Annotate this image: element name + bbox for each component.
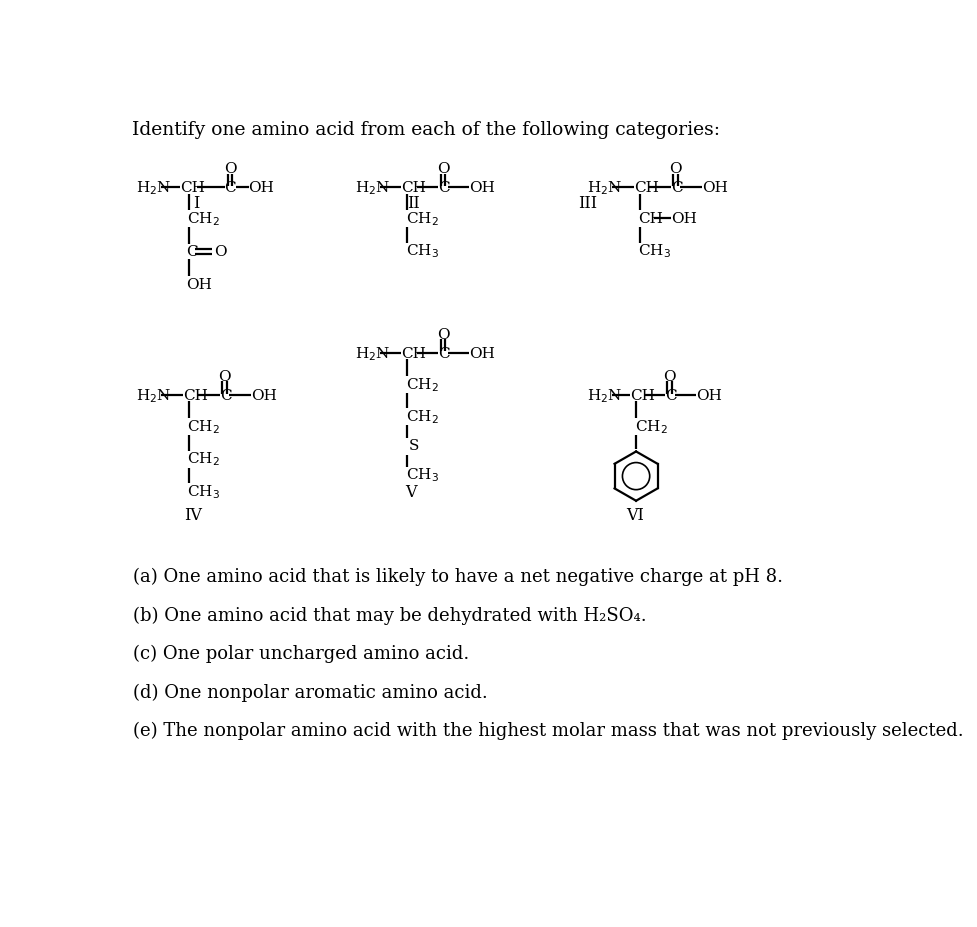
Text: H$_2$N: H$_2$N	[586, 387, 622, 405]
Text: OH: OH	[701, 181, 727, 196]
Text: OH: OH	[469, 347, 494, 361]
Text: OH: OH	[251, 388, 276, 403]
Text: OH: OH	[248, 181, 275, 196]
Text: CH: CH	[633, 181, 658, 196]
Text: CH$_2$: CH$_2$	[405, 375, 439, 393]
Text: O: O	[218, 370, 231, 384]
Text: Identify one amino acid from each of the following categories:: Identify one amino acid from each of the…	[132, 121, 719, 138]
Text: H$_2$N: H$_2$N	[136, 179, 171, 197]
Text: IV: IV	[184, 506, 202, 524]
Text: C: C	[670, 181, 682, 196]
Text: OH: OH	[695, 388, 721, 403]
Text: CH: CH	[638, 212, 662, 226]
Text: C: C	[220, 388, 232, 403]
Text: CH: CH	[629, 388, 654, 403]
Text: VI: VI	[625, 506, 643, 524]
Text: CH$_2$: CH$_2$	[188, 451, 220, 468]
Text: OH: OH	[469, 181, 494, 196]
Text: CH$_3$: CH$_3$	[405, 466, 439, 484]
Text: OH: OH	[186, 277, 211, 291]
Text: OH: OH	[670, 212, 697, 226]
Text: III: III	[577, 195, 597, 212]
Text: O: O	[662, 370, 675, 384]
Text: H$_2$N: H$_2$N	[355, 345, 390, 362]
Text: CH: CH	[183, 388, 207, 403]
Text: O: O	[437, 162, 449, 176]
Text: CH$_2$: CH$_2$	[405, 210, 439, 228]
Text: O: O	[224, 162, 236, 176]
Text: (e) The nonpolar amino acid with the highest molar mass that was not previously : (e) The nonpolar amino acid with the hig…	[133, 721, 962, 740]
Text: H$_2$N: H$_2$N	[586, 179, 622, 197]
Text: H$_2$N: H$_2$N	[355, 179, 390, 197]
Text: O: O	[437, 327, 449, 341]
Text: (d) One nonpolar aromatic amino acid.: (d) One nonpolar aromatic amino acid.	[133, 683, 488, 701]
Text: I: I	[193, 195, 199, 212]
Text: H$_2$N: H$_2$N	[136, 387, 171, 405]
Text: (c) One polar uncharged amino acid.: (c) One polar uncharged amino acid.	[133, 644, 469, 663]
Text: CH$_2$: CH$_2$	[188, 210, 220, 228]
Text: C: C	[664, 388, 676, 403]
Text: (a) One amino acid that is likely to have a net negative charge at pH 8.: (a) One amino acid that is likely to hav…	[133, 567, 783, 586]
Text: CH$_2$: CH$_2$	[188, 418, 220, 436]
Text: CH$_2$: CH$_2$	[634, 418, 666, 436]
Text: C: C	[438, 181, 449, 196]
Text: O: O	[214, 245, 227, 259]
Text: C: C	[438, 347, 449, 361]
Text: II: II	[407, 195, 420, 212]
Text: CH: CH	[180, 181, 205, 196]
Text: O: O	[668, 162, 681, 176]
Text: CH$_2$: CH$_2$	[405, 408, 439, 425]
Text: CH$_3$: CH$_3$	[188, 482, 220, 500]
Text: CH: CH	[401, 347, 426, 361]
Text: V: V	[404, 484, 416, 501]
Text: CH$_3$: CH$_3$	[405, 242, 439, 260]
Text: C: C	[186, 245, 197, 259]
Text: S: S	[408, 438, 419, 452]
Text: C: C	[225, 181, 235, 196]
Text: (b) One amino acid that may be dehydrated with H₂SO₄.: (b) One amino acid that may be dehydrate…	[133, 606, 646, 624]
Text: CH$_3$: CH$_3$	[638, 242, 671, 260]
Text: CH: CH	[401, 181, 426, 196]
